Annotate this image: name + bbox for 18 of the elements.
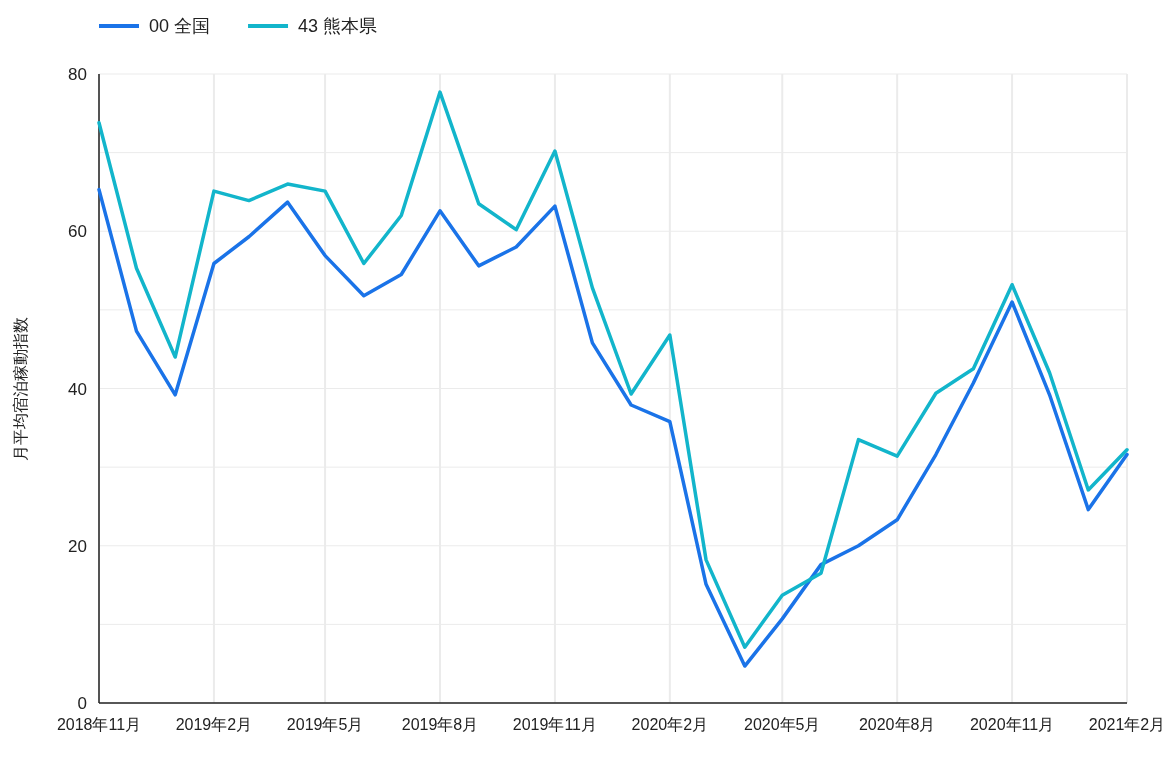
x-tick-label: 2021年2月 [1088,716,1166,733]
legend-label: 43 熊本県 [298,16,378,36]
y-tick-label: 60 [68,222,87,242]
y-tick-label: 40 [68,379,87,399]
x-tick-label: 2018年11月 [56,716,142,733]
y-tick-label: 0 [77,694,87,713]
x-tick-label: 2020年2月 [631,716,709,733]
x-tick-label: 2019年5月 [286,716,364,733]
y-tick-label: 20 [68,536,87,556]
legend-label: 00 全国 [149,16,211,36]
x-tick-label: 2019年8月 [401,716,479,733]
x-tick-label: 2019年2月 [175,716,253,733]
x-tick-label: 2020年5月 [744,716,821,733]
y-tick-label: 80 [68,65,87,84]
x-tick-label: 2020年11月 [969,716,1055,733]
x-tick-label: 2020年8月 [858,716,936,733]
y-axis-title: 月平均宿泊稼動指数 [12,316,29,461]
x-tick-label: 2019年11月 [512,716,598,733]
